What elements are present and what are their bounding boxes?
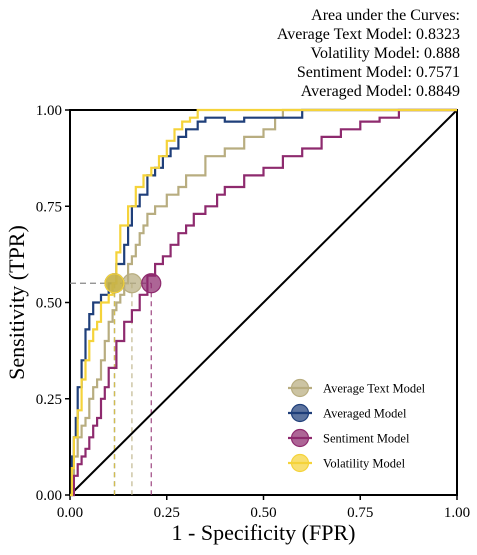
auc-summary: Area under the Curves: Average Text Model… [277,7,460,100]
roc-curve-average-text-model [70,108,457,497]
legend-marker [290,378,310,398]
chance-diagonal [69,109,458,496]
y-tick-label: 0.50 [36,296,62,312]
legend-label: Average Text Model [323,382,426,396]
x-tick-label: 0.00 [57,505,83,521]
auc-line: Averaged Model: 0.8849 [301,83,460,100]
auc-line: Volatility Model: 0.888 [311,45,460,62]
legend-label: Averaged Model [323,407,407,421]
legend: Average Text Model Averaged Model Sentimen… [288,378,426,473]
roc-curve-sentiment-model [70,108,457,497]
x-tick-label: 1.00 [444,505,470,521]
y-axis-title: Sensitivity (TPR) [4,225,29,380]
x-axis-title: 1 - Specificity (FPR) [172,520,356,545]
x-tick-label: 0.50 [250,505,276,521]
y-tick-label: 0.25 [36,392,62,408]
marker-sentiment-model [141,273,162,294]
axis-ticks: 0.000.00 0.25 0.25 0.50 0.50 0.75 0.75 1.00 1.00 [36,103,470,521]
y-tick-label: 1.00 [36,103,62,119]
roc-curve-volatility-model [70,108,457,497]
x-tick-label: 0.75 [347,505,373,521]
auc-line: Average Text Model: 0.8323 [277,26,460,43]
legend-marker [290,453,310,473]
legend-label: Volatility Model [323,457,406,471]
y-tick-label: 0.00 [36,488,62,504]
roc-curves [69,108,458,497]
operating-point-markers [104,273,162,294]
legend-label: Sentiment Model [323,432,410,446]
legend-marker [290,403,310,423]
x-tick-label: 0.25 [154,505,180,521]
legend-marker [290,428,310,448]
auc-line: Sentiment Model: 0.7571 [297,64,460,81]
auc-line: Area under the Curves: [311,7,460,24]
marker-volatility-model [104,273,125,294]
y-tick-label: 0.75 [36,199,62,215]
marker-average-text-model [121,273,143,294]
